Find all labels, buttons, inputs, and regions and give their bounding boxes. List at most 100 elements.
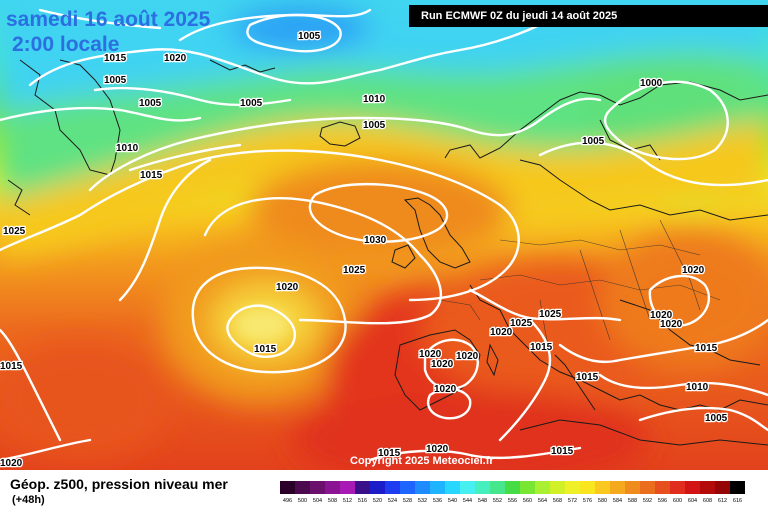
colour-scale-label: 588 xyxy=(628,498,637,503)
isobar-label: 1010 xyxy=(686,382,709,393)
isobar-label: 1010 xyxy=(363,94,386,105)
colour-scale-swatch xyxy=(490,481,505,494)
colour-scale-swatch xyxy=(385,481,400,494)
colour-scale-label: 524 xyxy=(388,498,397,503)
colour-scale-label: 576 xyxy=(583,498,592,503)
isobar-label: 1020 xyxy=(660,319,683,330)
colour-scale-label: 508 xyxy=(328,498,337,503)
colour-scale-swatch xyxy=(595,481,610,494)
colour-scale-label: 564 xyxy=(538,498,547,503)
coastlines xyxy=(7,59,768,446)
colour-scale: 496 500 504 508 512 516 520 524 528 532 536 540 544 5… xyxy=(280,481,745,503)
colour-scale-label: 552 xyxy=(493,498,502,503)
isobar-label: 1015 xyxy=(551,446,574,457)
geopotential-map: 1005 1020 1015 1005 1005 1005 1010 1015 … xyxy=(0,0,768,470)
colour-scale-label: 540 xyxy=(448,498,457,503)
isobars xyxy=(0,8,768,462)
isobar-label: 1005 xyxy=(582,136,605,147)
isobar-label: 1025 xyxy=(539,309,562,320)
lead-time: (+48h) xyxy=(12,494,45,506)
forecast-date: samedi 16 août 2025 xyxy=(6,8,211,31)
colour-scale-label: 556 xyxy=(508,498,517,503)
isobar-label: 1020 xyxy=(164,53,187,64)
isobar-label: 1020 xyxy=(431,359,454,370)
forecast-time: 2:00 locale xyxy=(12,33,120,56)
colour-scale-swatch xyxy=(400,481,415,494)
isobar-label: 1025 xyxy=(343,265,366,276)
isobar-label: 1000 xyxy=(640,78,663,89)
colour-scale-swatch xyxy=(730,481,745,494)
colour-scale-label: 520 xyxy=(373,498,382,503)
isobar-label: 1030 xyxy=(364,235,387,246)
isobar-label: 1020 xyxy=(490,327,513,338)
colour-scale-label: 612 xyxy=(718,498,727,503)
isobar-label: 1020 xyxy=(456,351,479,362)
colour-scale-label: 536 xyxy=(433,498,442,503)
colour-scale-label: 512 xyxy=(343,498,352,503)
isobar-label: 1005 xyxy=(363,120,386,131)
colour-scale-swatch xyxy=(340,481,355,494)
isobar-label: 1020 xyxy=(426,444,449,455)
isobar-label: 1020 xyxy=(276,282,299,293)
colour-scale-label: 580 xyxy=(598,498,607,503)
isobar-label: 1005 xyxy=(298,31,321,42)
colour-scale-label: 528 xyxy=(403,498,412,503)
colour-scale-swatch xyxy=(580,481,595,494)
isobar-label: 1025 xyxy=(510,318,533,329)
colour-scale-swatch xyxy=(610,481,625,494)
colour-scale-swatch xyxy=(640,481,655,494)
isobar-label: 1010 xyxy=(116,143,139,154)
colour-scale-swatch xyxy=(325,481,340,494)
colour-scale-label: 572 xyxy=(568,498,577,503)
colour-scale-swatch xyxy=(655,481,670,494)
copyright-notice: Copyright 2025 Meteociel.fr xyxy=(350,455,494,467)
colour-scale-swatch xyxy=(370,481,385,494)
colour-scale-label: 596 xyxy=(658,498,667,503)
colour-scale-label: 592 xyxy=(643,498,652,503)
isobar-label: 1005 xyxy=(705,413,728,424)
colour-scale-swatches xyxy=(280,481,745,494)
map-canvas: 1005 1020 1015 1005 1005 1005 1010 1015 … xyxy=(0,0,768,470)
isobar-label: 1015 xyxy=(0,361,23,372)
colour-scale-swatch xyxy=(475,481,490,494)
colour-scale-label: 584 xyxy=(613,498,622,503)
model-run-banner: Run ECMWF 0Z du jeudi 14 août 2025 xyxy=(409,5,768,27)
isobar-label: 1015 xyxy=(104,53,127,64)
colour-scale-label: 604 xyxy=(688,498,697,503)
isobar-label: 1015 xyxy=(530,342,553,353)
colour-scale-swatch xyxy=(700,481,715,494)
isobar-label: 1005 xyxy=(104,75,127,86)
colour-scale-label: 560 xyxy=(523,498,532,503)
colour-scale-swatch xyxy=(280,481,295,494)
isobar-label: 1015 xyxy=(378,448,401,459)
colour-scale-label: 496 xyxy=(283,498,292,503)
colour-scale-swatch xyxy=(415,481,430,494)
colour-scale-swatch xyxy=(670,481,685,494)
isobar-label: 1020 xyxy=(419,349,442,360)
isobar-label: 1015 xyxy=(140,170,163,181)
colour-scale-label: 500 xyxy=(298,498,307,503)
colour-scale-swatch xyxy=(685,481,700,494)
map-title: Géop. z500, pression niveau mer xyxy=(10,476,228,492)
colour-scale-swatch xyxy=(505,481,520,494)
isobar-label: 1020 xyxy=(434,384,457,395)
isobar-label: 1015 xyxy=(576,372,599,383)
isobar-label: 1015 xyxy=(695,343,718,354)
colour-scale-label: 504 xyxy=(313,498,322,503)
colour-scale-swatch xyxy=(310,481,325,494)
colour-scale-label: 616 xyxy=(733,498,742,503)
colour-scale-swatch xyxy=(520,481,535,494)
colour-scale-label: 568 xyxy=(553,498,562,503)
colour-scale-label: 608 xyxy=(703,498,712,503)
isobar-label: 1020 xyxy=(650,310,673,321)
isobar-label: 1020 xyxy=(0,458,23,469)
colour-scale-label: 516 xyxy=(358,498,367,503)
colour-scale-label: 544 xyxy=(463,498,472,503)
colour-scale-swatch xyxy=(430,481,445,494)
colour-scale-swatch xyxy=(295,481,310,494)
colour-scale-swatch xyxy=(445,481,460,494)
isobar-label: 1020 xyxy=(682,265,705,276)
country-borders xyxy=(439,219,721,356)
colour-scale-label: 532 xyxy=(418,498,427,503)
